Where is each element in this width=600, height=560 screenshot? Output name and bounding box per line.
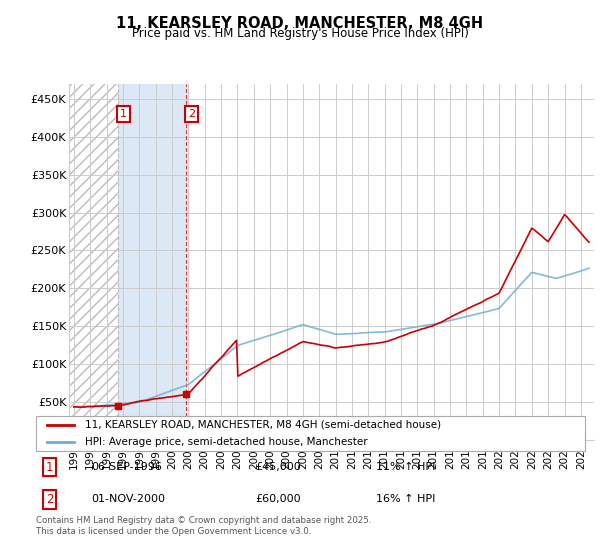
Bar [69, 84, 118, 440]
Text: Price paid vs. HM Land Registry's House Price Index (HPI): Price paid vs. HM Land Registry's House … [131, 27, 469, 40]
Text: HPI: Average price, semi-detached house, Manchester: HPI: Average price, semi-detached house,… [85, 437, 368, 447]
Text: 1: 1 [120, 109, 127, 119]
Text: 01-NOV-2000: 01-NOV-2000 [91, 494, 165, 504]
Text: 11, KEARSLEY ROAD, MANCHESTER, M8 4GH: 11, KEARSLEY ROAD, MANCHESTER, M8 4GH [116, 16, 484, 31]
Bar [118, 84, 185, 440]
Text: 2: 2 [188, 109, 195, 119]
Text: £60,000: £60,000 [256, 494, 301, 504]
Text: 11% ↑ HPI: 11% ↑ HPI [376, 462, 436, 472]
Text: 11, KEARSLEY ROAD, MANCHESTER, M8 4GH (semi-detached house): 11, KEARSLEY ROAD, MANCHESTER, M8 4GH (s… [85, 420, 442, 430]
Text: 1: 1 [46, 460, 53, 474]
Text: 16% ↑ HPI: 16% ↑ HPI [376, 494, 436, 504]
Text: 2: 2 [46, 493, 53, 506]
Text: Contains HM Land Registry data © Crown copyright and database right 2025.
This d: Contains HM Land Registry data © Crown c… [36, 516, 371, 536]
Text: £45,000: £45,000 [256, 462, 301, 472]
Text: 06-SEP-1996: 06-SEP-1996 [91, 462, 162, 472]
FancyBboxPatch shape [36, 416, 585, 451]
